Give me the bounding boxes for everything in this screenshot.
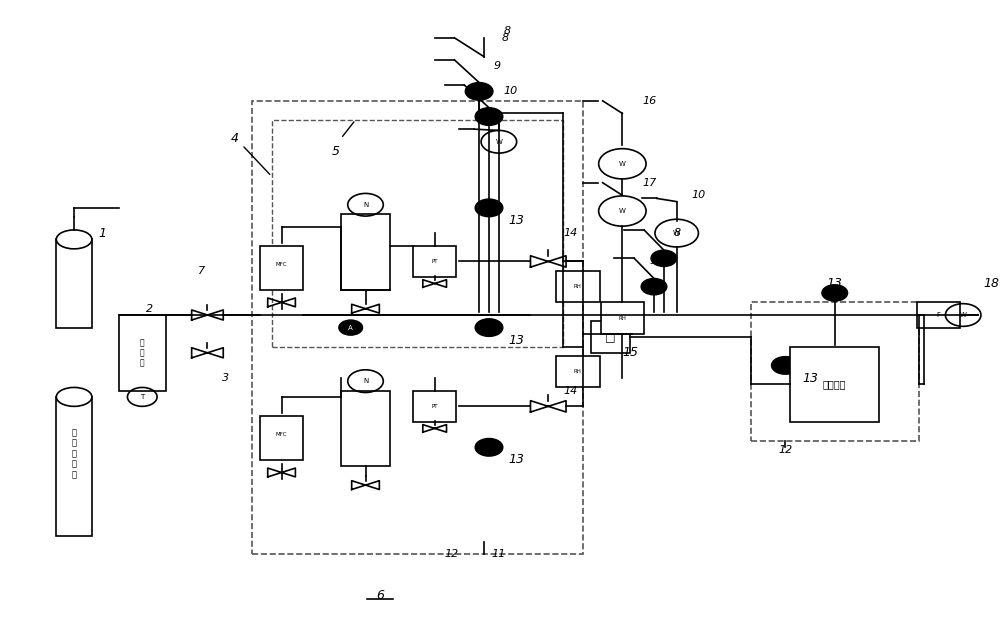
Text: 8: 8	[674, 228, 681, 238]
Text: W: W	[619, 161, 626, 167]
Text: RH: RH	[574, 284, 582, 289]
Bar	[790, 346, 879, 422]
Text: N: N	[363, 378, 368, 384]
Text: PT: PT	[431, 404, 438, 409]
Text: 1: 1	[99, 227, 107, 239]
Text: 12: 12	[778, 445, 792, 455]
Bar	[556, 271, 600, 302]
Text: 8: 8	[502, 33, 509, 43]
Circle shape	[475, 199, 503, 217]
Text: 2: 2	[146, 304, 153, 314]
Circle shape	[475, 438, 503, 456]
Text: 14: 14	[563, 386, 577, 396]
Text: 16: 16	[642, 96, 656, 106]
Text: 10: 10	[692, 190, 706, 200]
Ellipse shape	[56, 230, 92, 249]
Text: 10: 10	[504, 86, 518, 96]
Bar	[591, 321, 630, 353]
Bar	[260, 416, 303, 460]
Bar	[252, 101, 583, 554]
Text: □: □	[605, 332, 616, 342]
Bar	[119, 315, 166, 391]
Text: W: W	[619, 208, 626, 214]
Text: 6: 6	[376, 589, 384, 602]
Text: 9: 9	[649, 256, 656, 266]
Bar	[56, 397, 92, 536]
Text: 图像采集: 图像采集	[823, 379, 847, 389]
Circle shape	[772, 357, 799, 374]
Text: 13: 13	[827, 277, 843, 290]
Text: 8: 8	[504, 26, 511, 37]
Bar	[601, 302, 644, 334]
Text: W: W	[673, 230, 680, 236]
Ellipse shape	[56, 387, 92, 406]
Circle shape	[475, 108, 503, 125]
Text: 3: 3	[222, 373, 229, 383]
Text: RH: RH	[574, 369, 582, 374]
Bar	[56, 239, 92, 328]
Circle shape	[651, 250, 677, 266]
Text: 15: 15	[622, 346, 638, 359]
Text: 高
压
储
气
瓶: 高 压 储 气 瓶	[72, 428, 77, 479]
Text: 13: 13	[509, 454, 525, 466]
Text: 平
衡
器: 平 衡 器	[140, 338, 145, 368]
Bar	[272, 120, 563, 347]
Bar	[260, 246, 303, 290]
Text: F: F	[936, 312, 940, 318]
Circle shape	[339, 320, 363, 335]
Text: 11: 11	[491, 549, 505, 559]
Text: W: W	[960, 312, 967, 318]
Text: 5: 5	[332, 145, 340, 158]
Circle shape	[475, 319, 503, 336]
Text: 12: 12	[445, 549, 459, 559]
Bar	[917, 302, 960, 328]
Text: MFC: MFC	[276, 262, 287, 267]
Text: 4: 4	[231, 132, 239, 145]
Circle shape	[822, 285, 848, 301]
Bar	[751, 302, 919, 441]
Text: 13: 13	[802, 372, 818, 384]
Text: 13: 13	[509, 214, 525, 227]
Text: A: A	[348, 324, 353, 331]
Bar	[341, 214, 390, 290]
Text: T: T	[140, 394, 144, 400]
Text: 7: 7	[198, 266, 205, 276]
Bar	[341, 391, 390, 466]
Text: MFC: MFC	[276, 432, 287, 437]
Bar	[556, 356, 600, 387]
Text: W: W	[495, 139, 502, 145]
Text: N: N	[363, 202, 368, 208]
Bar	[413, 391, 456, 422]
Text: 18: 18	[983, 277, 999, 290]
Text: 17: 17	[642, 178, 656, 188]
Text: RH: RH	[618, 316, 626, 321]
Text: 13: 13	[509, 334, 525, 347]
Text: PT: PT	[431, 259, 438, 264]
Text: 14: 14	[563, 228, 577, 238]
Text: 9: 9	[494, 61, 501, 71]
Circle shape	[465, 83, 493, 100]
Bar	[413, 246, 456, 277]
Circle shape	[641, 278, 667, 295]
